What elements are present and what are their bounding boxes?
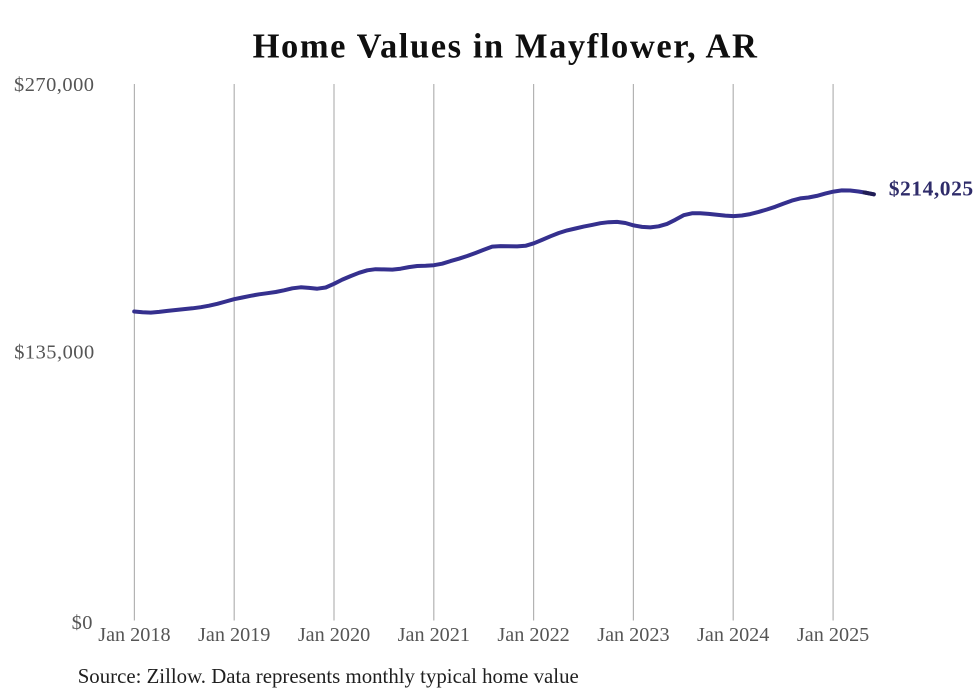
svg-text:Jan 2020: Jan 2020 bbox=[298, 624, 370, 646]
svg-text:Jan 2018: Jan 2018 bbox=[98, 624, 170, 646]
svg-text:Jan 2024: Jan 2024 bbox=[697, 624, 769, 646]
svg-text:Source: Zillow. Data represent: Source: Zillow. Data represents monthly … bbox=[78, 664, 579, 688]
svg-text:$214,025: $214,025 bbox=[889, 177, 974, 201]
svg-text:Jan 2023: Jan 2023 bbox=[597, 624, 669, 646]
svg-text:Home Values in Mayflower, AR: Home Values in Mayflower, AR bbox=[253, 28, 759, 66]
svg-text:Jan 2022: Jan 2022 bbox=[497, 624, 569, 646]
svg-text:$135,000: $135,000 bbox=[14, 342, 94, 364]
svg-text:Jan 2025: Jan 2025 bbox=[797, 624, 869, 646]
svg-text:Jan 2019: Jan 2019 bbox=[198, 624, 270, 646]
svg-text:$270,000: $270,000 bbox=[14, 74, 94, 96]
svg-text:$0: $0 bbox=[72, 612, 93, 634]
svg-text:Jan 2021: Jan 2021 bbox=[398, 624, 470, 646]
